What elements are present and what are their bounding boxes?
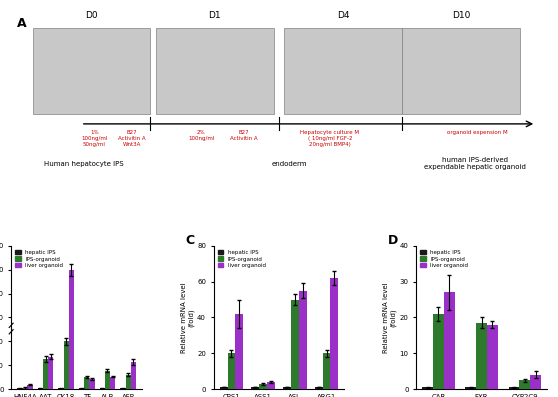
Text: D10: D10 (452, 11, 470, 20)
Bar (110, 376, 115, 389)
Bar (283, 387, 291, 389)
Text: endoderm: endoderm (272, 161, 307, 167)
Bar (27, 385, 32, 389)
Text: D: D (387, 234, 398, 247)
Bar (59, 388, 64, 389)
Bar (530, 375, 541, 389)
Bar (22, 388, 27, 389)
Text: A: A (17, 17, 26, 30)
Bar (220, 387, 228, 389)
Bar (251, 387, 259, 389)
Legend: hepatic IPS, IPS-organoid, liver organoid: hepatic IPS, IPS-organoid, liver organoi… (217, 249, 267, 269)
Text: D0: D0 (85, 11, 98, 20)
Bar (235, 314, 243, 389)
Bar (465, 387, 476, 389)
Bar (69, 270, 74, 389)
Text: D1: D1 (208, 11, 221, 20)
Bar (105, 370, 110, 389)
Bar (64, 341, 69, 389)
Text: organoid expension M: organoid expension M (447, 130, 508, 135)
Bar (84, 377, 89, 389)
Bar (476, 323, 487, 389)
Bar (43, 359, 48, 389)
Y-axis label: Relative mRNA level
(fold): Relative mRNA level (fold) (181, 282, 194, 353)
Bar (323, 353, 330, 389)
Bar (519, 380, 530, 389)
Bar (259, 384, 267, 389)
Bar (17, 388, 22, 389)
Bar (487, 325, 498, 389)
Text: 1%
100ng/ml
50ng/ml: 1% 100ng/ml 50ng/ml (81, 130, 107, 147)
Bar (100, 388, 105, 389)
Text: Human hepatocyte IPS: Human hepatocyte IPS (44, 161, 123, 167)
Bar (299, 291, 307, 389)
Text: D4: D4 (337, 11, 349, 20)
Text: Hepatocyte culture M
( 10ng/ml FGF-2
20ng/ml BMP4): Hepatocyte culture M ( 10ng/ml FGF-2 20n… (300, 130, 359, 147)
Legend: hepatic IPS, IPS-organoid, liver organoid: hepatic IPS, IPS-organoid, liver organoi… (419, 249, 469, 269)
Text: B27
Activitin A: B27 Activitin A (230, 130, 258, 141)
Bar (444, 293, 455, 389)
Bar (267, 382, 275, 389)
Text: B27
Activitin A
Wnt3A: B27 Activitin A Wnt3A (118, 130, 146, 147)
FancyBboxPatch shape (156, 28, 273, 114)
Bar (422, 387, 433, 389)
Text: C: C (185, 234, 194, 247)
Bar (121, 388, 126, 389)
Bar (131, 362, 136, 389)
Bar (126, 375, 131, 389)
Bar (89, 379, 94, 389)
Text: 2%
100ng/ml: 2% 100ng/ml (188, 130, 214, 141)
Bar (315, 387, 323, 389)
Bar (330, 278, 338, 389)
Bar (228, 353, 235, 389)
Bar (508, 387, 519, 389)
Bar (79, 388, 84, 389)
Y-axis label: Relative mRNA level
(fold): Relative mRNA level (fold) (383, 282, 397, 353)
Bar (291, 300, 299, 389)
Text: human IPS-derived
expendable hepatic organoid: human IPS-derived expendable hepatic org… (424, 156, 526, 170)
FancyBboxPatch shape (32, 28, 151, 114)
Legend: hepatic IPS, IPS-organoid, liver organoid: hepatic IPS, IPS-organoid, liver organoi… (14, 249, 64, 269)
FancyBboxPatch shape (402, 28, 520, 114)
Bar (48, 357, 53, 389)
FancyBboxPatch shape (285, 28, 402, 114)
Bar (38, 388, 43, 389)
Bar (433, 314, 444, 389)
